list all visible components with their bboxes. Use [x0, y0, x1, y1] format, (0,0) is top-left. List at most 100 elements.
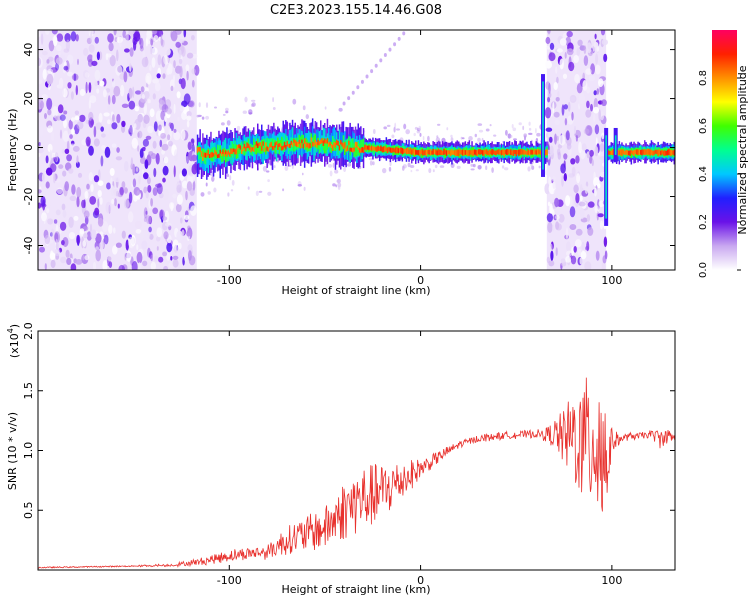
y-tick-label: -20 — [22, 188, 35, 206]
heatmap-cell — [388, 166, 392, 172]
heatmap-cell — [360, 79, 364, 84]
heatmap-cell — [124, 48, 130, 53]
heatmap-cell — [446, 127, 449, 131]
heatmap-cell — [498, 149, 500, 155]
heatmap-cell — [335, 184, 338, 188]
heatmap-cell — [356, 142, 358, 148]
heatmap-cell — [247, 143, 250, 148]
heatmap-cell — [152, 140, 157, 149]
heatmap-cell — [522, 125, 525, 131]
heatmap-cell — [313, 132, 315, 161]
heatmap-cell — [198, 145, 200, 160]
heatmap-cell — [170, 30, 178, 42]
y-tick-label: 40 — [22, 43, 35, 57]
heatmap-cell — [294, 140, 296, 146]
heatmap-cell — [381, 147, 384, 153]
heatmap-cell — [424, 149, 426, 156]
heatmap-cell — [470, 168, 475, 171]
heatmap-cell — [329, 170, 333, 177]
colorbar-label: Normalized spectral amplitude — [736, 65, 749, 234]
heatmap-cell — [150, 254, 153, 262]
heatmap-cell — [530, 163, 533, 167]
heatmap-cell — [151, 57, 156, 68]
heatmap-cell — [594, 187, 597, 197]
heatmap-cell — [518, 122, 522, 126]
heatmap-cell — [428, 168, 432, 174]
heatmap-cell — [311, 141, 314, 147]
heatmap-cell — [38, 152, 41, 158]
heatmap-cell — [598, 78, 604, 88]
heatmap-cell — [128, 211, 134, 223]
heatmap-cell — [282, 145, 284, 150]
heatmap-cell — [504, 167, 509, 171]
heatmap-cell — [150, 198, 154, 207]
heatmap-cell — [90, 184, 94, 192]
heatmap-cell — [271, 146, 274, 150]
heatmap-cell — [434, 164, 438, 169]
heatmap-cell — [545, 36, 551, 45]
heatmap-cell — [128, 100, 136, 110]
heatmap-cell — [70, 91, 74, 100]
heatmap-cell — [139, 148, 144, 159]
heatmap-cell — [251, 147, 254, 151]
heatmap-cell — [41, 172, 46, 183]
heatmap-cell — [488, 149, 491, 156]
heatmap-cell — [401, 148, 404, 155]
heatmap-cell — [47, 68, 54, 74]
heatmap-cell — [574, 73, 580, 84]
heatmap-cell — [593, 106, 599, 114]
heatmap-cell — [136, 251, 143, 264]
heatmap-cell — [38, 142, 41, 147]
heatmap-cell — [220, 152, 223, 156]
heatmap-cell — [222, 148, 224, 162]
heatmap-cell — [579, 207, 585, 220]
heatmap-cell — [170, 202, 174, 212]
heatmap-cell — [566, 30, 573, 38]
colorbar-tick-label: 0.2 — [698, 214, 709, 230]
heatmap-cell — [188, 100, 195, 108]
heatmap-cell — [527, 149, 529, 155]
heatmap-cell — [76, 234, 81, 245]
heatmap-cell — [46, 208, 50, 214]
heatmap-cell — [617, 150, 619, 156]
heatmap-cell — [140, 86, 145, 93]
heatmap-cell — [267, 179, 270, 183]
heatmap-cell — [332, 162, 335, 168]
heatmap-cell — [552, 176, 556, 182]
heatmap-cell — [87, 59, 93, 67]
heatmap-cell — [504, 149, 507, 155]
heatmap-cell — [482, 150, 484, 156]
heatmap-cell — [113, 85, 121, 97]
heatmap-cell — [310, 137, 313, 142]
heatmap-cell — [314, 140, 317, 145]
y-tick-label: 0 — [22, 144, 35, 151]
heatmap-cell — [77, 172, 83, 178]
heatmap-cell — [143, 102, 147, 115]
heatmap-cell — [45, 155, 49, 164]
heatmap-cell — [200, 151, 203, 157]
heatmap-cell — [211, 176, 215, 182]
heatmap-cell — [594, 205, 600, 214]
heatmap-cell — [121, 103, 129, 109]
heatmap-cell — [407, 147, 409, 154]
heatmap-cell — [60, 256, 67, 264]
heatmap-cell — [439, 149, 441, 156]
heatmap-cell — [55, 57, 63, 65]
heatmap-cell — [164, 47, 171, 56]
heatmap-cell — [284, 165, 289, 171]
heatmap-cell — [472, 149, 475, 156]
heatmap-cell — [244, 96, 248, 103]
heatmap-cell — [558, 135, 566, 146]
heatmap-cell — [149, 108, 155, 118]
heatmap-cell — [206, 153, 208, 157]
heatmap-cell — [505, 129, 508, 136]
heatmap-cell — [391, 134, 395, 139]
heatmap-cell — [408, 149, 410, 154]
heatmap-cell — [258, 190, 263, 193]
heatmap-cell — [140, 230, 145, 240]
heatmap-cell — [205, 182, 208, 187]
heatmap-cell — [337, 185, 341, 190]
x-tick-label: 0 — [417, 274, 424, 287]
heatmap-cell — [354, 142, 357, 157]
heatmap-cell — [477, 165, 482, 170]
